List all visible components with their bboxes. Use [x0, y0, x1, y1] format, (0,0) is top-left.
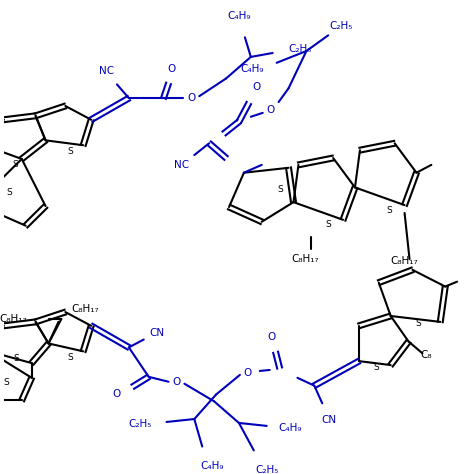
Text: C₂H₅: C₂H₅ [289, 44, 312, 54]
Text: C₂H₅: C₂H₅ [128, 419, 151, 429]
Text: S: S [6, 188, 12, 197]
Text: C₂H₅: C₂H₅ [255, 465, 278, 474]
Text: CN: CN [149, 328, 164, 337]
Text: C₈H₁₇: C₈H₁₇ [391, 256, 419, 266]
Text: S: S [373, 364, 379, 373]
Text: S: S [278, 185, 283, 194]
Text: O: O [173, 377, 181, 387]
Text: C₈H₁₇: C₈H₁₇ [0, 314, 27, 324]
Text: C₄H₉: C₄H₉ [227, 11, 251, 21]
Text: S: S [387, 206, 392, 215]
Text: O: O [113, 390, 121, 400]
Text: O: O [253, 82, 261, 92]
Text: O: O [244, 368, 252, 378]
Text: C₄H₉: C₄H₉ [201, 461, 224, 471]
Text: S: S [416, 319, 421, 328]
Text: O: O [267, 332, 276, 342]
Text: CN: CN [322, 415, 337, 425]
Text: C₈: C₈ [420, 350, 432, 360]
Text: S: S [67, 146, 73, 155]
Text: S: S [13, 354, 18, 363]
Text: C₄H₉: C₄H₉ [240, 64, 264, 73]
Text: S: S [67, 353, 73, 362]
Text: NC: NC [174, 160, 189, 170]
Text: S: S [325, 220, 331, 229]
Text: S: S [12, 160, 18, 169]
Text: O: O [266, 105, 275, 115]
Text: C₈H₁₇: C₈H₁₇ [71, 304, 99, 314]
Text: C₄H₉: C₄H₉ [279, 423, 302, 433]
Text: O: O [167, 64, 176, 73]
Text: NC: NC [100, 66, 115, 76]
Text: C₂H₅: C₂H₅ [329, 21, 353, 31]
Text: O: O [187, 93, 195, 103]
Text: C₈H₁₇: C₈H₁₇ [292, 254, 319, 264]
Text: S: S [3, 378, 9, 387]
